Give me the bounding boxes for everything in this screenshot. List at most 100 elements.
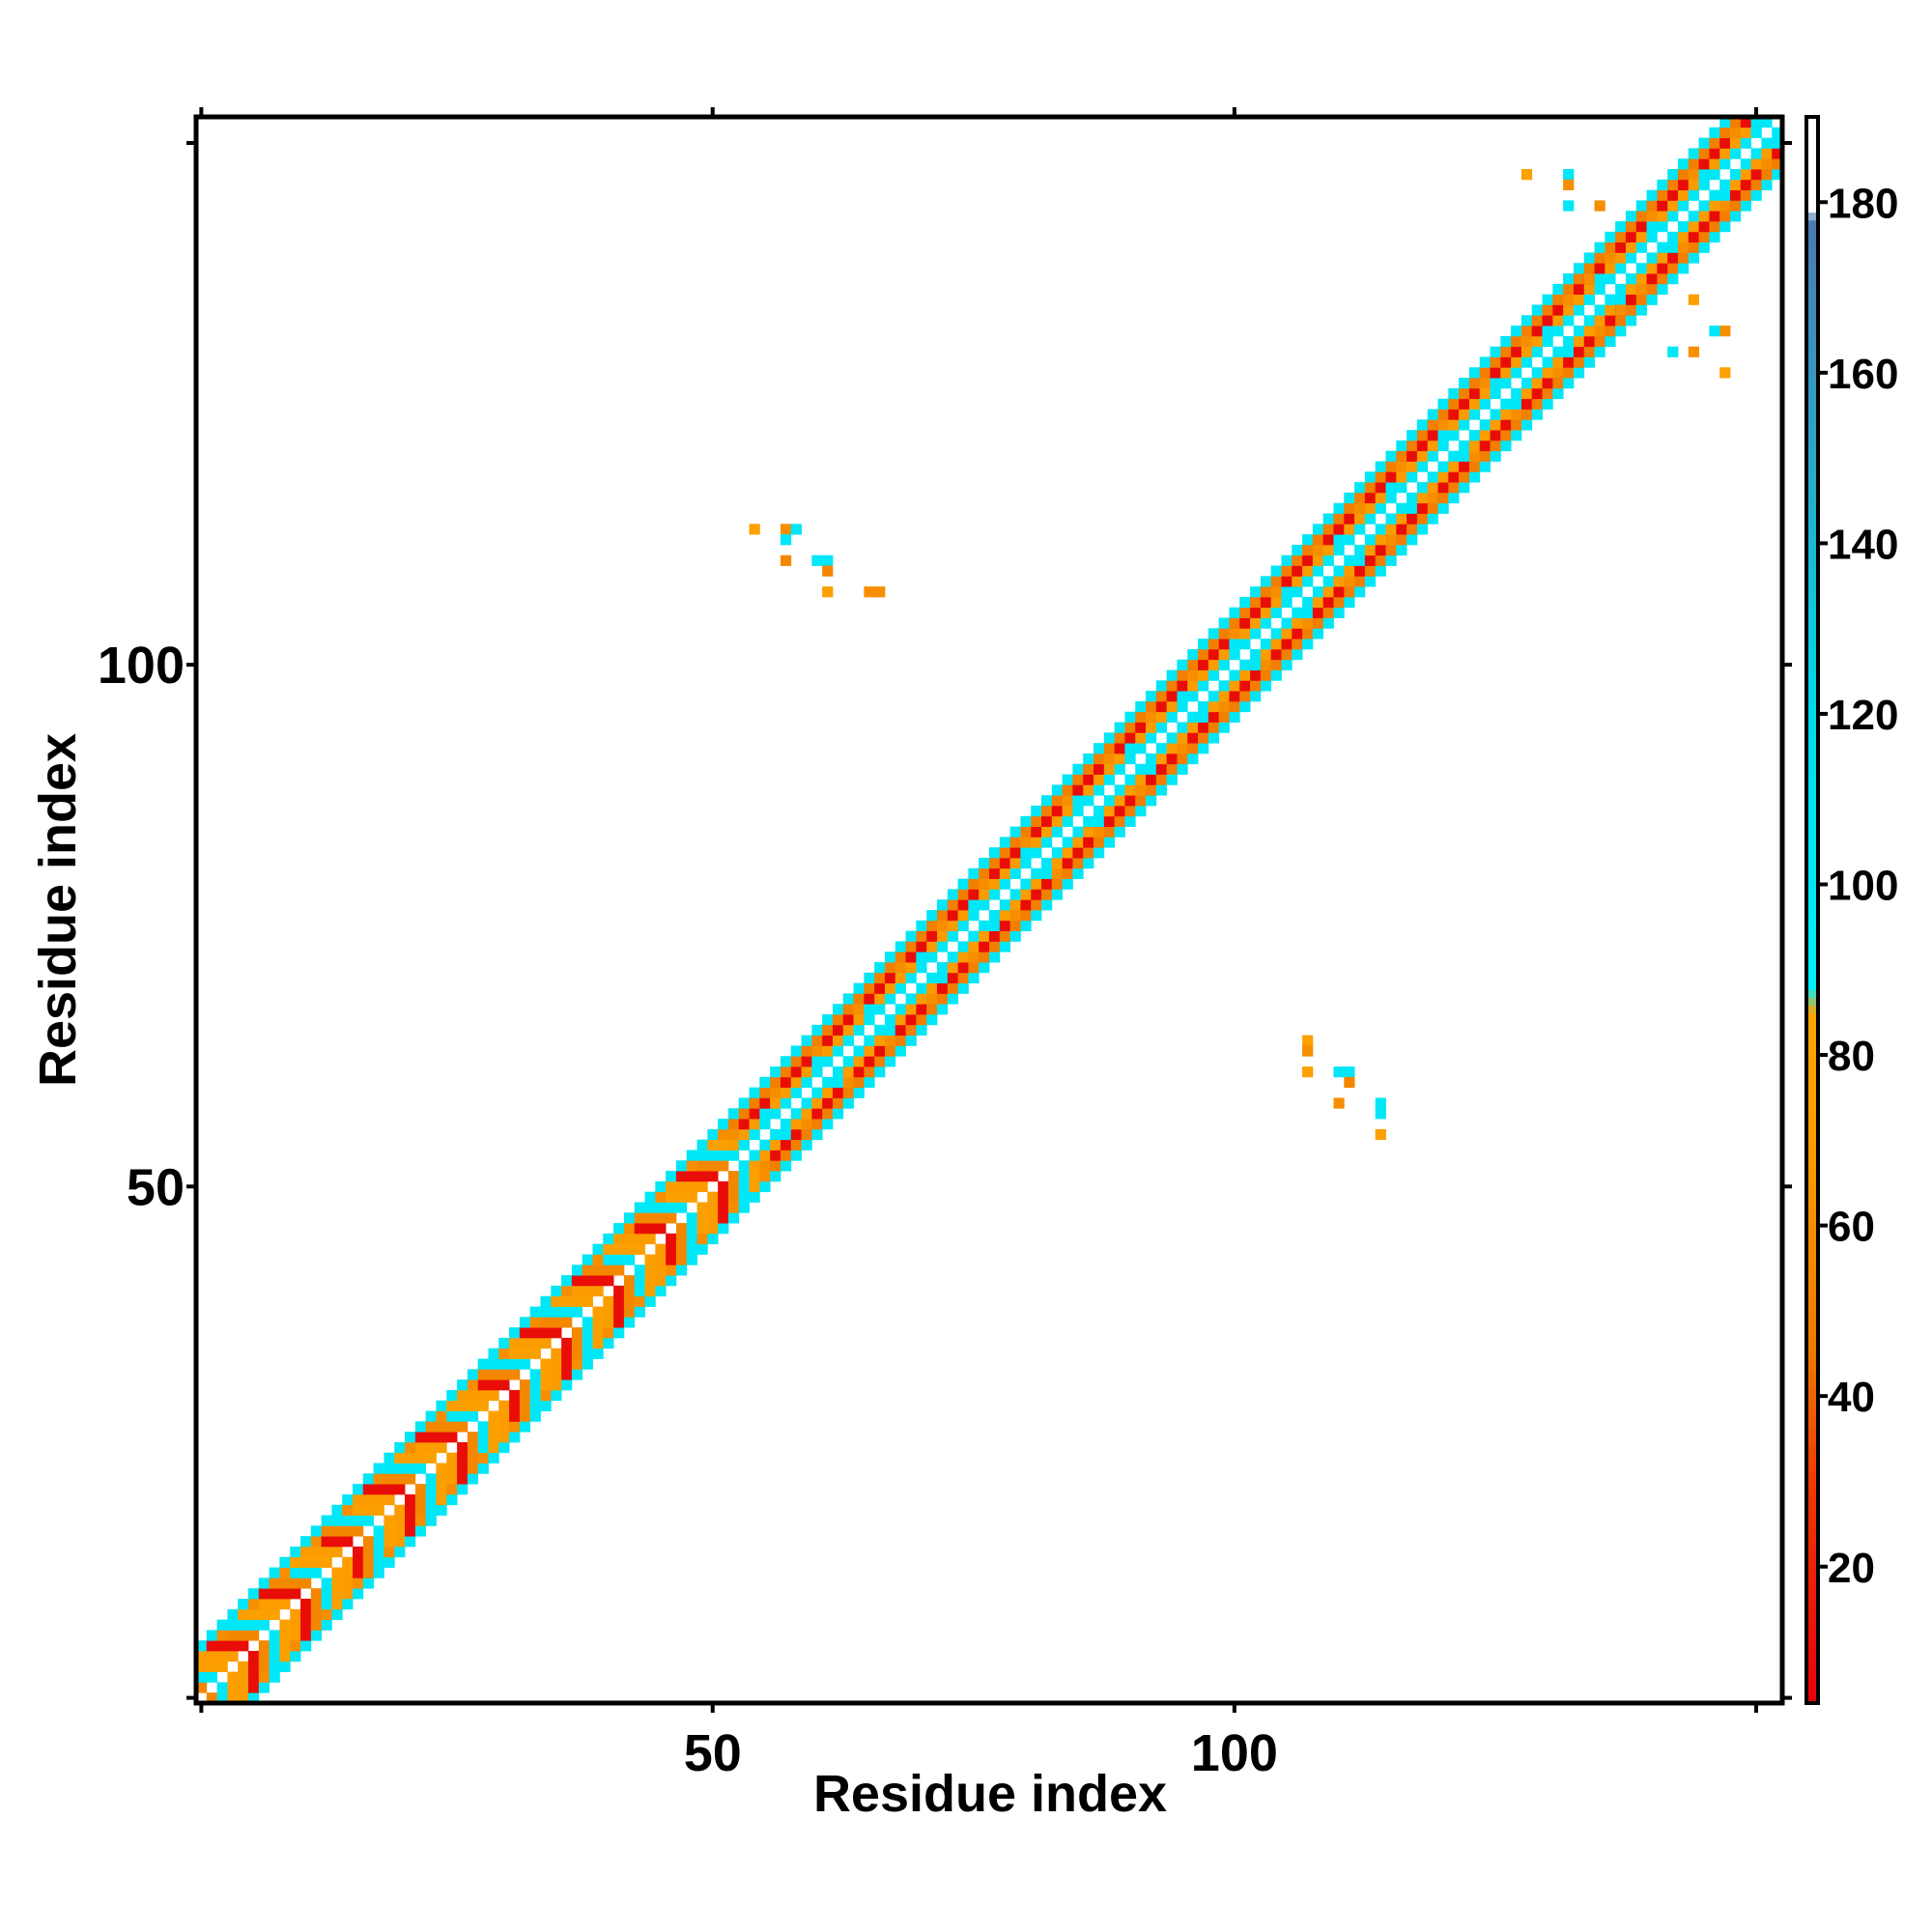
heatmap-cell <box>498 1379 510 1391</box>
heatmap-cell <box>666 1202 677 1213</box>
heatmap-cell <box>1198 743 1209 754</box>
heatmap-cell <box>1646 231 1658 243</box>
heatmap-cell <box>342 1525 354 1537</box>
heatmap-cell <box>1020 910 1032 922</box>
heatmap-cell <box>884 1035 896 1046</box>
colorbar-segment <box>1806 1583 1818 1593</box>
heatmap-cell <box>718 1191 729 1203</box>
heatmap-cell <box>1312 586 1324 598</box>
heatmap-cell <box>1605 242 1616 253</box>
heatmap-cell <box>895 1014 906 1026</box>
colorbar-segment <box>1806 267 1818 276</box>
heatmap-cell <box>1667 169 1679 181</box>
heatmap-cell <box>1218 617 1230 629</box>
heatmap-cell <box>405 1493 416 1506</box>
heatmap-cell <box>1187 691 1199 702</box>
heatmap-cell <box>1511 419 1522 431</box>
heatmap-cell <box>582 1285 593 1297</box>
heatmap-cell <box>634 1306 645 1318</box>
heatmap-cell <box>666 1191 677 1203</box>
heatmap-cell <box>686 1233 697 1245</box>
heatmap-cell <box>759 1180 771 1193</box>
heatmap-cell <box>718 1139 729 1151</box>
heatmap-cell <box>1740 200 1751 212</box>
heatmap-cell <box>258 1671 270 1683</box>
heatmap-cell <box>1719 117 1731 128</box>
heatmap-cell <box>425 1504 437 1516</box>
heatmap-cell <box>1062 867 1073 879</box>
heatmap-cell <box>686 1254 697 1265</box>
heatmap-cell <box>1083 857 1094 869</box>
heatmap-cell <box>780 1056 792 1067</box>
heatmap-cell <box>1583 356 1595 368</box>
heatmap-cell <box>1281 659 1293 670</box>
heatmap-cell <box>1239 607 1251 618</box>
heatmap-cell <box>1490 346 1501 357</box>
heatmap-cell <box>290 1567 301 1578</box>
heatmap-cell <box>1009 837 1021 848</box>
heatmap-cell <box>1594 263 1605 274</box>
colorbar-tick-label: 20 <box>1828 1545 1875 1592</box>
colorbar-segment <box>1806 790 1818 800</box>
heatmap-cell <box>1218 680 1230 692</box>
heatmap-cell <box>1719 326 1731 337</box>
heatmap-cell <box>1114 815 1125 827</box>
heatmap-cell <box>822 1056 834 1067</box>
heatmap-cell <box>1146 795 1157 807</box>
heatmap-cell <box>1427 440 1438 452</box>
heatmap-cell <box>477 1369 489 1380</box>
heatmap-cell <box>310 1546 323 1558</box>
heatmap-cell <box>1709 326 1720 337</box>
heatmap-cell <box>1531 367 1543 379</box>
colorbar-segment <box>1806 767 1818 777</box>
heatmap-cell <box>436 1421 447 1433</box>
heatmap-cell <box>467 1379 479 1391</box>
heatmap-cell <box>1187 722 1199 733</box>
heatmap-cell <box>1416 419 1429 431</box>
heatmap-cell <box>1302 639 1314 650</box>
heatmap-cell <box>498 1421 510 1433</box>
heatmap-cell <box>1667 179 1679 191</box>
heatmap-cell <box>1333 544 1345 556</box>
heatmap-cell <box>947 899 958 911</box>
heatmap-cell <box>1635 221 1647 233</box>
heatmap-cell <box>749 1191 760 1203</box>
heatmap-cell <box>1072 826 1084 838</box>
heatmap-cell <box>425 1432 437 1443</box>
heatmap-cell <box>926 941 938 952</box>
heatmap-cell <box>738 1202 750 1213</box>
heatmap-cell <box>488 1369 499 1380</box>
heatmap-cell <box>696 1243 708 1255</box>
heatmap-cell <box>1177 659 1188 670</box>
heatmap-cell <box>1437 419 1449 431</box>
heatmap-cell <box>957 972 969 984</box>
colorbar-tick-label: 80 <box>1828 1033 1875 1080</box>
heatmap-cell <box>1041 837 1053 848</box>
heatmap-cell <box>1094 774 1105 785</box>
heatmap-cell <box>1312 596 1324 609</box>
heatmap-cell <box>592 1327 604 1339</box>
heatmap-cell <box>801 1066 812 1078</box>
heatmap-cell <box>1260 617 1272 629</box>
heatmap-cell <box>759 1171 771 1182</box>
heatmap-cell <box>749 1128 760 1141</box>
heatmap-cell <box>623 1295 636 1307</box>
heatmap-cell <box>1083 826 1094 838</box>
heatmap-cell <box>822 1045 834 1057</box>
heatmap-cell <box>644 1254 656 1265</box>
heatmap-cell <box>1635 211 1647 222</box>
colorbar-tick-label: 60 <box>1828 1204 1875 1251</box>
heatmap-cell <box>1354 492 1366 504</box>
heatmap-cell <box>342 1598 354 1610</box>
heatmap-cell <box>1635 200 1647 212</box>
heatmap-cell <box>1698 148 1710 159</box>
heatmap-cell <box>696 1150 708 1161</box>
heatmap-cell <box>675 1243 688 1255</box>
colorbar-segment <box>1806 664 1818 673</box>
heatmap-cell <box>1103 774 1116 785</box>
colorbar-segment <box>1806 1600 1818 1609</box>
heatmap-cell <box>905 1014 917 1026</box>
heatmap-cell <box>1208 659 1220 670</box>
heatmap-cell <box>425 1441 437 1454</box>
y-tick-label: 100 <box>98 637 185 695</box>
